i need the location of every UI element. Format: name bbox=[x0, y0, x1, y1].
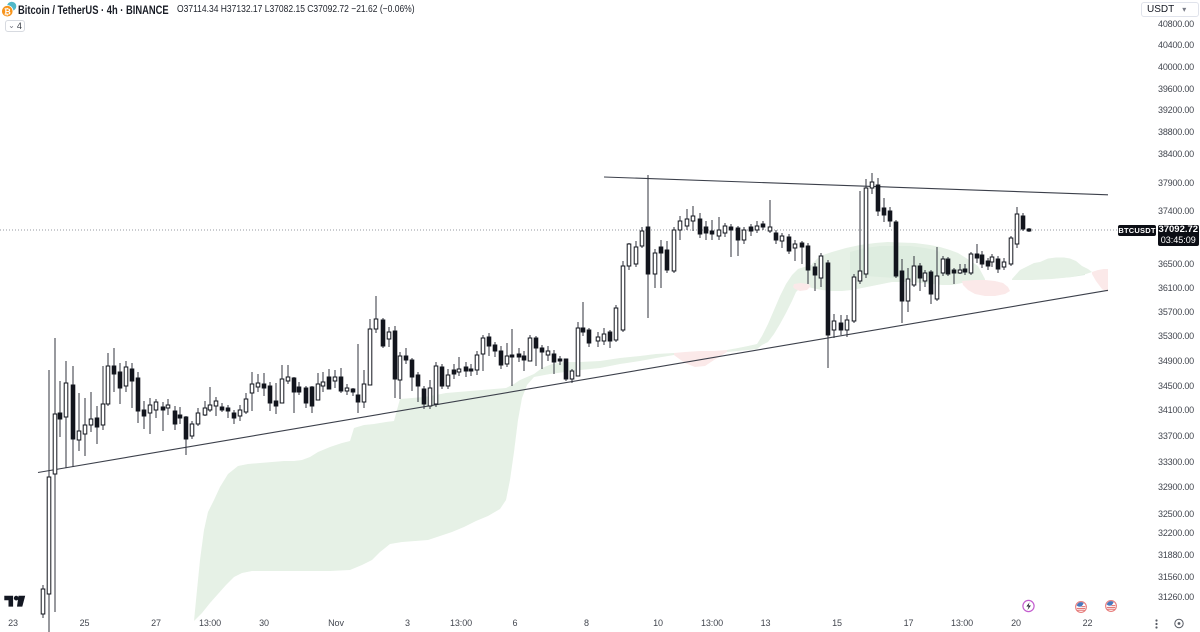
svg-text:₿: ₿ bbox=[4, 6, 11, 16]
